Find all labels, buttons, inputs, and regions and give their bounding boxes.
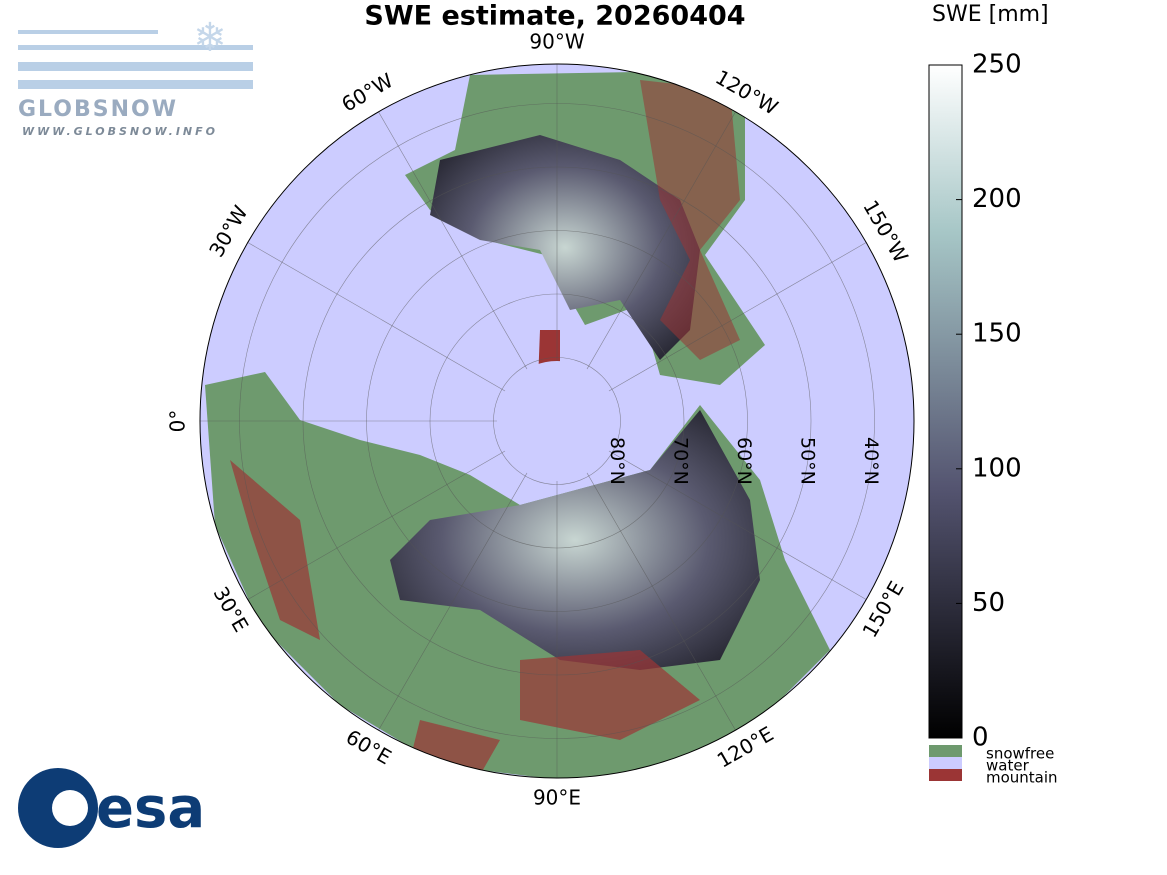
latitude-label: 70°N (670, 437, 692, 485)
legend-swatch (929, 757, 962, 769)
legend-swatch (929, 769, 962, 781)
logo-url: WWW.GLOBSNOW.INFO (22, 125, 218, 138)
map (200, 64, 914, 778)
longitude-line (586, 111, 736, 370)
logo-stripe (18, 30, 158, 34)
legend-label: snowfree (986, 745, 1054, 763)
longitude-label: 90°W (529, 30, 584, 54)
colorbar-tick-label: 250 (972, 50, 1022, 80)
logos: ❄ GLOBSNOW WWW.GLOBSNOW.INFO esa (18, 15, 253, 848)
longitude-line (608, 242, 867, 392)
legend-swatch (929, 745, 962, 757)
title: SWE estimate, 20260404 (364, 1, 745, 32)
colorbar-tick-label: 50 (972, 588, 1005, 618)
logo-esa: esa (96, 776, 205, 841)
legend-label: mountain (986, 769, 1058, 787)
snow-north-america (430, 135, 700, 360)
legend-label: water (986, 757, 1030, 775)
longitude-line (378, 472, 528, 731)
latitude-label: 50°N (797, 437, 819, 485)
latitude-label: 40°N (860, 437, 882, 485)
colorbar-tick-label: 100 (972, 453, 1022, 483)
longitude-line (247, 242, 506, 392)
longitude-line (608, 450, 867, 600)
longitude-line (586, 472, 736, 731)
longitude-label: 0° (166, 410, 190, 433)
logo-stripe (18, 80, 253, 89)
colorbar-tick-label: 150 (972, 319, 1022, 349)
snowflake: ❄ (193, 15, 227, 61)
colorbar-ramp (928, 64, 963, 739)
logo-stripe (18, 45, 253, 50)
longitude-line (378, 111, 528, 370)
colorbar: SWE [mm] (928, 2, 1049, 739)
mountain-eurasia (230, 460, 700, 775)
map-frame (199, 63, 915, 779)
mountain-north-america (640, 80, 740, 360)
colorbar-tick-label: 200 (972, 184, 1022, 214)
longitude-line (247, 450, 506, 600)
esa-mark-inner (52, 790, 88, 826)
logo-globsnow: GLOBSNOW (18, 97, 178, 122)
colorbar-tick-label: 0 (972, 723, 989, 753)
snow-eurasia (390, 410, 760, 670)
logo-stripe (18, 62, 253, 71)
latitude-label: 80°N (606, 437, 628, 485)
latitude-label: 60°N (733, 437, 755, 485)
longitude-label: 90°E (533, 786, 581, 810)
colorbar-title: SWE [mm] (932, 2, 1049, 27)
pole (497, 361, 617, 481)
